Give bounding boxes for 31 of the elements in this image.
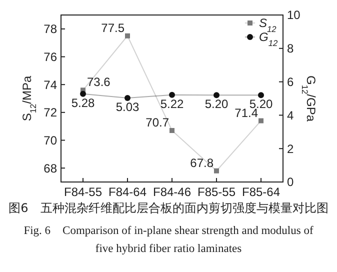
caption: 图6 五种混杂纤维配比层合板的面内剪切强度与模量对比图 <box>8 201 328 215</box>
x-tick-label: F85-64 <box>242 185 280 199</box>
y-tick-label: 78 <box>44 22 58 36</box>
x-tick-label: F85-55 <box>197 185 236 199</box>
x-tick-label: F84-64 <box>108 185 147 199</box>
y-tick-label: 72 <box>44 106 58 120</box>
y2-tick-label: 8 <box>287 42 294 56</box>
x-tick-label: F84-55 <box>64 185 102 199</box>
caption: Fig. 6 Comparison of in-plane shear strength and modulus of five hybrid fiber ratio laminates <box>24 225 314 255</box>
y2-tick-label: 2 <box>287 142 294 156</box>
point <box>170 128 174 134</box>
y2-tick-label: 4 <box>287 108 294 122</box>
y2-tick-label: 6 <box>287 75 294 89</box>
data-label: 5.28 <box>71 96 95 110</box>
point <box>258 118 264 124</box>
y2-tick-label: 0 <box>287 175 294 190</box>
x-tick-label: F84-46 <box>152 185 192 199</box>
data-label: 70.7 <box>146 116 170 130</box>
data-label: 5.20 <box>204 97 228 112</box>
y-tick-label: 74 <box>44 78 58 92</box>
point <box>125 33 130 38</box>
data-label: 67.8 <box>190 156 214 170</box>
data-label: 77.5 <box>101 20 125 35</box>
data-label: 73.6 <box>87 75 111 90</box>
y-tick-label: 76 <box>44 50 58 64</box>
y-tick-label: 68 <box>44 161 58 176</box>
y-tick-label: 70 <box>44 133 58 148</box>
point <box>214 168 219 174</box>
y2-tick-label: 10 <box>287 8 301 22</box>
data-label: 5.22 <box>160 96 184 111</box>
data-label: 5.03 <box>116 100 140 114</box>
